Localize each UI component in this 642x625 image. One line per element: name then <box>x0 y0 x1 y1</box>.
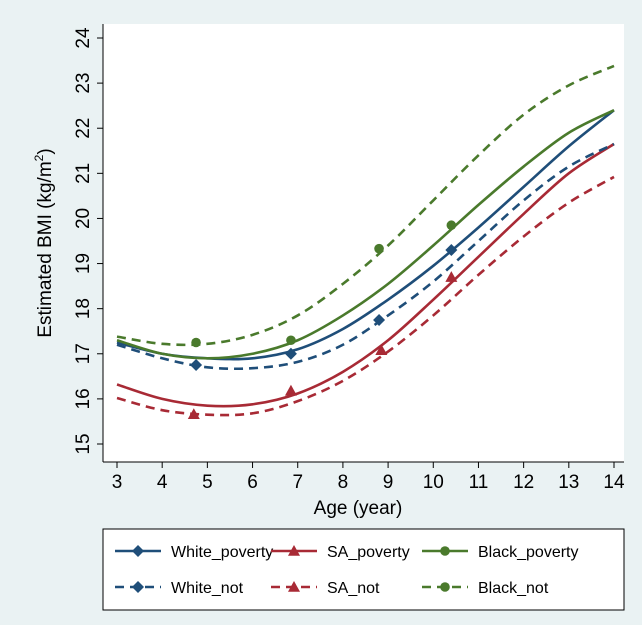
x-axis-title: Age (year) <box>314 498 403 519</box>
series-line-white-not <box>116 142 615 371</box>
x-tick-label: 12 <box>513 472 534 493</box>
legend-marker-sa-poverty <box>288 545 300 556</box>
legend-marker-black-poverty <box>440 546 450 556</box>
legend-label-sa-poverty: SA_poverty <box>327 544 410 561</box>
legend-label-sa-not: SA_not <box>327 580 380 597</box>
x-tick-label: 14 <box>603 472 625 493</box>
series-line-sa-poverty <box>116 142 615 408</box>
x-tick-label: 5 <box>202 472 213 493</box>
legend-label-white-not: White_not <box>171 580 244 597</box>
x-tick-label: 7 <box>292 472 303 493</box>
data-point-sa-not <box>187 408 200 420</box>
x-tick-label: 3 <box>112 472 123 493</box>
y-tick-label: 18 <box>73 298 94 319</box>
data-point-sa-not <box>445 271 458 282</box>
series-line-black-not <box>116 64 615 347</box>
data-point-black-not <box>374 243 384 254</box>
x-axis-ticks: 3 4 5 6 7 8 9 10 11 12 13 14 <box>112 462 625 493</box>
legend-label-white-poverty: White_poverty <box>171 544 273 561</box>
legend-marker-sa-not <box>288 581 300 592</box>
series-lines <box>116 64 615 417</box>
y-tick-label: 16 <box>73 388 94 409</box>
data-point-sa-not <box>375 344 388 355</box>
legend-marker-black-not <box>440 582 450 592</box>
y-tick-label: 22 <box>73 118 94 139</box>
y-tick-label: 21 <box>73 163 94 184</box>
x-tick-label: 8 <box>338 472 349 493</box>
series-markers <box>187 220 458 420</box>
data-point-white-not <box>284 347 297 360</box>
x-tick-label: 13 <box>558 472 579 493</box>
legend-marker-white-not <box>132 581 144 593</box>
data-point-white-not <box>190 359 203 372</box>
series-line-black-poverty <box>116 109 615 360</box>
y-tick-label: 17 <box>73 343 94 364</box>
plot-area <box>103 24 624 462</box>
legend-marker-white-poverty <box>132 545 144 557</box>
y-tick-label: 15 <box>73 433 94 454</box>
y-tick-label: 20 <box>73 208 94 229</box>
data-point-black-not <box>191 337 201 348</box>
x-tick-label: 11 <box>469 472 489 493</box>
legend-label-black-poverty: Black_poverty <box>478 544 579 561</box>
legend-box <box>102 528 625 611</box>
y-tick-label: 24 <box>73 27 94 49</box>
y-tick-label: 23 <box>73 73 94 94</box>
data-point-white-not <box>373 313 386 326</box>
series-line-sa-not <box>116 175 615 417</box>
x-tick-label: 6 <box>247 472 258 493</box>
y-axis-ticks: 15 16 17 18 19 20 21 22 23 24 <box>73 27 103 455</box>
x-tick-label: 10 <box>423 472 444 493</box>
data-point-white-not <box>445 244 458 257</box>
x-tick-label: 4 <box>157 472 168 493</box>
data-point-sa-not <box>284 384 297 396</box>
legend: White_poverty SA_poverty Black_poverty Whit… <box>115 544 579 597</box>
data-point-black-not <box>286 335 296 346</box>
data-point-black-not <box>446 220 457 231</box>
legend-label-black-not: Black_not <box>478 580 549 597</box>
x-tick-label: 9 <box>383 472 394 493</box>
y-axis-title: Estimated BMI (kg/m2) <box>32 148 56 337</box>
y-tick-label: 19 <box>73 253 94 274</box>
